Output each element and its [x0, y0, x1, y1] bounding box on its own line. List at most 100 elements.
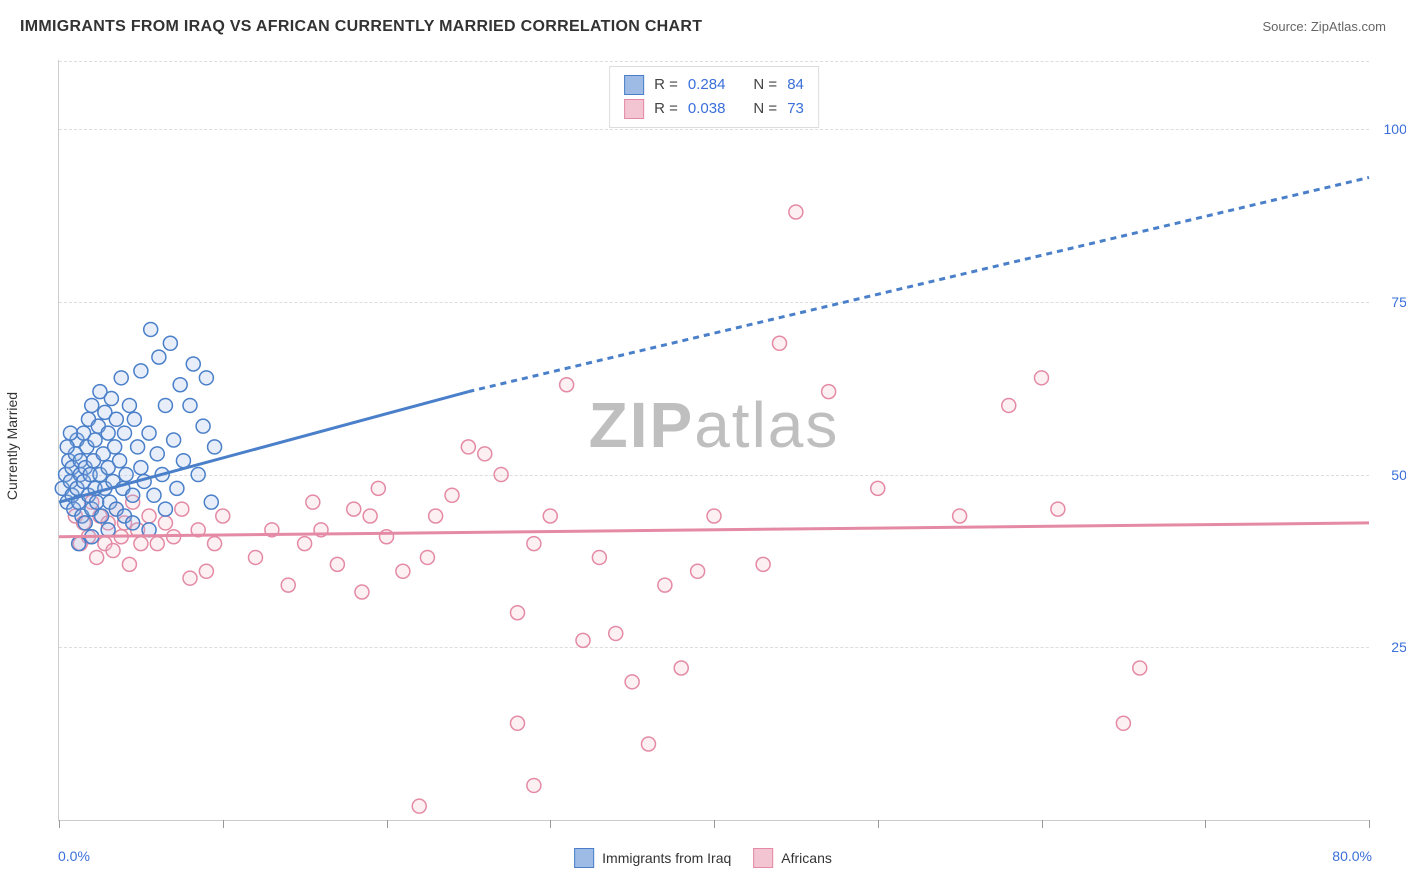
x-label-min: 0.0%	[58, 848, 90, 864]
data-point	[126, 488, 140, 502]
x-tick	[1369, 820, 1370, 828]
data-point	[152, 350, 166, 364]
legend-label-iraq: Immigrants from Iraq	[602, 850, 731, 866]
data-point	[150, 537, 164, 551]
data-point	[1035, 371, 1049, 385]
data-point	[511, 716, 525, 730]
data-point	[134, 461, 148, 475]
data-point	[306, 495, 320, 509]
data-point	[658, 578, 672, 592]
data-point	[511, 606, 525, 620]
data-point	[170, 481, 184, 495]
source-label: Source: ZipAtlas.com	[1262, 19, 1386, 34]
data-point	[122, 398, 136, 412]
data-point	[196, 419, 210, 433]
trend-line	[468, 177, 1369, 391]
data-point	[204, 495, 218, 509]
data-point	[527, 537, 541, 551]
data-point	[183, 571, 197, 585]
data-point	[142, 509, 156, 523]
data-point	[113, 454, 127, 468]
data-point	[60, 440, 74, 454]
data-point	[1133, 661, 1147, 675]
data-point	[134, 364, 148, 378]
data-point	[420, 550, 434, 564]
data-point	[609, 626, 623, 640]
data-point	[78, 516, 92, 530]
data-point	[208, 537, 222, 551]
trend-line	[59, 523, 1369, 537]
x-tick	[223, 820, 224, 828]
data-point	[494, 468, 508, 482]
data-point	[355, 585, 369, 599]
data-point	[85, 398, 99, 412]
data-point	[707, 509, 721, 523]
chart-plot-area: ZIPatlas 25.0%50.0%75.0%100.0% R = 0.284…	[58, 60, 1369, 821]
data-point	[371, 481, 385, 495]
data-point	[114, 371, 128, 385]
y-tick-label: 25.0%	[1391, 639, 1406, 655]
data-point	[150, 447, 164, 461]
data-point	[216, 509, 230, 523]
data-point	[90, 550, 104, 564]
data-point	[106, 544, 120, 558]
data-point	[90, 495, 104, 509]
legend-bottom: Immigrants from Iraq Africans	[574, 848, 832, 868]
data-point	[396, 564, 410, 578]
data-point	[134, 537, 148, 551]
data-point	[461, 440, 475, 454]
data-point	[131, 440, 145, 454]
data-point	[72, 537, 86, 551]
data-point	[756, 557, 770, 571]
data-point	[953, 509, 967, 523]
data-point	[186, 357, 200, 371]
data-point	[101, 426, 115, 440]
data-point	[199, 371, 213, 385]
data-point	[144, 322, 158, 336]
data-point	[158, 516, 172, 530]
data-point	[104, 392, 118, 406]
data-point	[871, 481, 885, 495]
y-tick-label: 50.0%	[1391, 467, 1406, 483]
data-point	[167, 433, 181, 447]
data-point	[126, 516, 140, 530]
data-point	[109, 412, 123, 426]
legend-item-iraq: Immigrants from Iraq	[574, 848, 731, 868]
legend-item-african: Africans	[753, 848, 832, 868]
data-point	[543, 509, 557, 523]
data-point	[478, 447, 492, 461]
data-point	[191, 468, 205, 482]
y-tick-label: 75.0%	[1391, 294, 1406, 310]
x-tick	[1042, 820, 1043, 828]
data-point	[176, 454, 190, 468]
data-point	[330, 557, 344, 571]
data-point	[173, 378, 187, 392]
data-point	[88, 433, 102, 447]
swatch-african-icon	[753, 848, 773, 868]
data-point	[576, 633, 590, 647]
data-point	[822, 385, 836, 399]
data-point	[199, 564, 213, 578]
data-point	[642, 737, 656, 751]
data-point	[429, 509, 443, 523]
data-point	[691, 564, 705, 578]
x-tick	[550, 820, 551, 828]
x-tick	[387, 820, 388, 828]
data-point	[158, 398, 172, 412]
data-point	[347, 502, 361, 516]
data-point	[445, 488, 459, 502]
data-point	[527, 778, 541, 792]
data-point	[183, 398, 197, 412]
data-point	[163, 336, 177, 350]
data-point	[1116, 716, 1130, 730]
x-tick	[1205, 820, 1206, 828]
data-point	[63, 426, 77, 440]
data-point	[119, 468, 133, 482]
data-point	[298, 537, 312, 551]
legend-label-african: Africans	[781, 850, 832, 866]
yaxis-title: Currently Married	[4, 392, 20, 500]
data-point	[412, 799, 426, 813]
x-tick	[878, 820, 879, 828]
data-point	[142, 426, 156, 440]
data-point	[789, 205, 803, 219]
